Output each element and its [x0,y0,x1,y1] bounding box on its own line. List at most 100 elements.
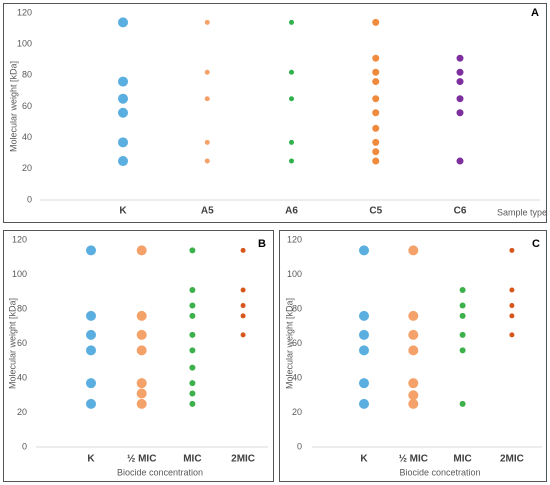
point [86,310,96,321]
point [372,68,380,76]
point [118,107,128,118]
point [359,310,369,321]
point [86,398,96,409]
point [289,158,294,164]
y-tick-label: 100 [12,269,27,279]
point [240,303,246,309]
point [86,345,96,356]
point [118,156,128,167]
x-tick-label: MIC [453,454,471,465]
y-axis-label: Molecular weight [kDa] [7,298,17,389]
x-tick-label: A5 [201,206,214,217]
point [408,378,419,389]
panel-frame [3,230,274,482]
point [456,157,464,165]
y-tick-label: 40 [17,372,27,382]
point [204,139,210,145]
y-tick-label: 40 [292,372,302,382]
point [408,390,419,401]
point [456,95,464,103]
point [456,109,464,117]
point [204,158,210,164]
x-tick-label: 2MIC [500,454,524,465]
point [509,332,515,338]
point [289,96,294,102]
point [456,78,464,86]
point [289,19,294,25]
point [408,345,419,356]
point [372,54,380,62]
point [204,69,210,75]
point [118,137,128,148]
point [509,247,515,253]
point [189,390,196,397]
point [204,96,210,102]
point [189,247,196,254]
x-tick-label: C6 [454,206,467,217]
point [509,303,515,309]
point [359,398,369,409]
point [289,139,294,145]
point [86,329,96,340]
point [136,398,147,409]
point [408,245,419,256]
point [509,313,515,319]
x-tick-label: K [119,206,127,217]
point [136,310,147,321]
point [118,17,128,28]
x-axis-label: Biocide concetration [399,467,480,477]
panel-label: A [531,7,539,19]
point [240,287,246,293]
y-tick-label: 20 [22,163,32,173]
x-tick-label: K [87,454,95,465]
y-tick-label: 60 [292,338,302,348]
point [359,378,369,389]
point [372,18,380,26]
x-tick-label: 2MIC [231,454,255,465]
y-tick-label: 120 [17,7,32,17]
x-axis-label: Sample type [497,207,547,217]
x-axis-label: Biocide concentration [117,467,203,477]
point [136,245,147,256]
point [189,331,196,338]
point [136,378,147,389]
point [408,310,419,321]
point [459,312,466,319]
x-tick-label: C5 [369,206,382,217]
x-tick-label: K [360,454,368,465]
point [408,398,419,409]
point [459,302,466,309]
y-tick-label: 60 [22,101,32,111]
y-tick-label: 40 [22,132,32,142]
panel-frame [279,230,547,482]
y-tick-label: 80 [22,70,32,80]
point [372,157,380,165]
x-tick-label: ½ MIC [399,454,428,465]
y-axis-label: Molecular weight [kDa] [8,61,18,152]
point [86,245,96,256]
panel-label: B [258,238,266,250]
y-tick-label: 20 [292,407,302,417]
point [359,329,369,340]
point [459,400,466,407]
point [136,388,147,399]
point [289,69,294,75]
y-tick-label: 20 [17,407,27,417]
point [189,287,196,294]
y-tick-label: 120 [12,234,27,244]
y-tick-label: 0 [22,441,27,451]
y-tick-label: 80 [292,303,302,313]
x-tick-label: A6 [285,206,298,217]
point [118,76,128,87]
point [372,78,380,86]
point [359,345,369,356]
panel-label: C [532,238,540,250]
point [136,345,147,356]
point [189,380,196,387]
point [189,302,196,309]
point [189,312,196,319]
point [408,329,419,340]
y-tick-label: 120 [287,234,302,244]
x-tick-label: MIC [183,454,201,465]
